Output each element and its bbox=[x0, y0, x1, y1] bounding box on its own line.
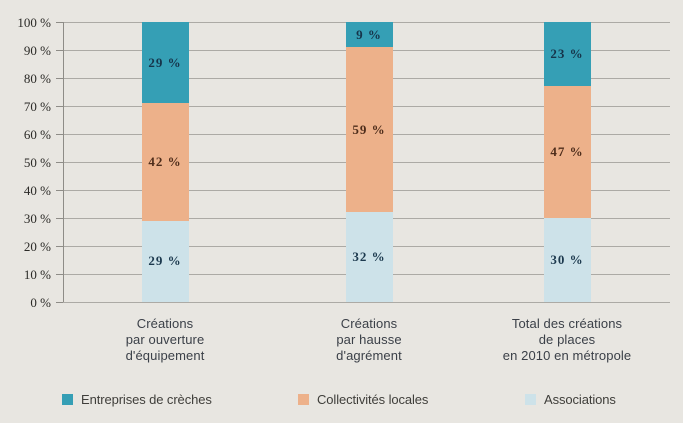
bar-value-label: 29 % bbox=[148, 253, 182, 269]
y-tick-50 bbox=[56, 162, 63, 163]
legend-item-2: Collectivités locales bbox=[298, 391, 429, 407]
bar-segment: 23 % bbox=[543, 22, 591, 87]
gridline-0 bbox=[63, 302, 670, 303]
bar-value-label: 23 % bbox=[550, 46, 584, 62]
y-tick-label-20: 20 % bbox=[23, 239, 51, 254]
y-tick-20 bbox=[56, 246, 63, 247]
bar-segment: 59 % bbox=[345, 47, 393, 213]
bar-segment: 32 % bbox=[345, 212, 393, 302]
y-tick-label-30: 30 % bbox=[23, 211, 51, 226]
bar-value-label: 29 % bbox=[148, 54, 182, 70]
bar-segment: 30 % bbox=[543, 218, 591, 302]
y-tick-label-90: 90 % bbox=[23, 43, 51, 58]
legend-swatch bbox=[62, 393, 73, 405]
bar-1: 29 % 42 % 29 % bbox=[141, 22, 189, 302]
bar-segment: 29 % bbox=[141, 22, 189, 104]
bar-value-label: 32 % bbox=[352, 249, 386, 265]
category-label-3: Total des créations de places en 2010 en… bbox=[502, 316, 632, 363]
legend-swatch bbox=[525, 393, 536, 405]
legend-label: Associations bbox=[544, 391, 616, 407]
legend-label: Collectivités locales bbox=[317, 391, 429, 407]
bar-value-label: 47 % bbox=[550, 144, 584, 160]
bar-3: 30 % 47 % 23 % bbox=[543, 22, 591, 302]
legend-item-3: Associations bbox=[525, 391, 616, 407]
bar-value-label: 42 % bbox=[148, 154, 182, 170]
legend-swatch bbox=[298, 393, 309, 405]
y-tick-40 bbox=[56, 190, 63, 191]
y-tick-60 bbox=[56, 134, 63, 135]
bar-segment: 47 % bbox=[543, 86, 591, 218]
y-tick-label-10: 10 % bbox=[23, 267, 51, 282]
bar-segment: 9 % bbox=[345, 22, 393, 48]
y-tick-100 bbox=[56, 22, 63, 23]
bar-segment: 29 % bbox=[141, 220, 189, 302]
bar-value-label: 9 % bbox=[356, 26, 382, 42]
y-tick-0 bbox=[56, 302, 63, 303]
legend-item-1: Entreprises de crèches bbox=[62, 391, 212, 407]
legend-label: Entreprises de crèches bbox=[81, 391, 212, 407]
bar-2: 32 % 59 % 9 % bbox=[345, 22, 393, 302]
y-tick-80 bbox=[56, 78, 63, 79]
y-tick-30 bbox=[56, 218, 63, 219]
y-tick-label-0: 0 % bbox=[30, 295, 51, 310]
bar-value-label: 30 % bbox=[550, 252, 584, 267]
bar-value-label: 59 % bbox=[352, 121, 386, 137]
y-tick-label-50: 50 % bbox=[23, 155, 51, 170]
y-tick-10 bbox=[56, 274, 63, 275]
y-tick-label-70: 70 % bbox=[23, 99, 51, 114]
y-tick-label-80: 80 % bbox=[23, 71, 51, 86]
y-tick-label-40: 40 % bbox=[23, 183, 51, 198]
y-tick-label-100: 100 % bbox=[17, 15, 51, 30]
bar-segment: 42 % bbox=[141, 103, 189, 221]
y-tick-label-60: 60 % bbox=[23, 127, 51, 142]
y-tick-90 bbox=[56, 50, 63, 51]
y-tick-70 bbox=[56, 106, 63, 107]
y-axis-line bbox=[63, 22, 64, 302]
category-label-1: Créations par ouverture d'équipement bbox=[125, 316, 205, 363]
category-label-2: Créations par hausse d'agrément bbox=[336, 316, 402, 363]
